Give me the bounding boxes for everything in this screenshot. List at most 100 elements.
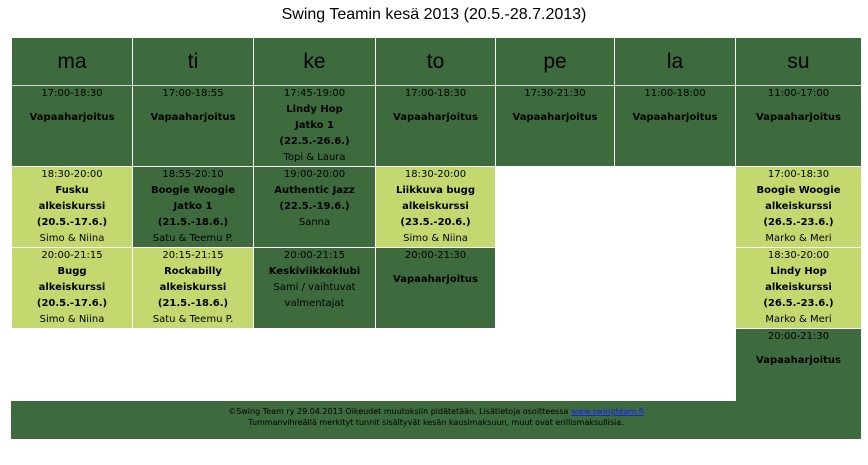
slot-time: 17:00-18:30 — [404, 88, 467, 99]
slot-time: 18:30-20:00 — [41, 169, 103, 180]
slot-class-name: Vapaaharjoitus — [393, 274, 478, 285]
class-slot: 17:00-18:30 Boogie Woogie alkeiskurssi (26.… — [735, 166, 862, 248]
slot-class-name: Vapaaharjoitus — [29, 112, 115, 123]
slot-class-name: Fusku — [55, 185, 89, 196]
slot-class-name: (21.5.-18.6.) — [157, 217, 229, 228]
schedule-row: 18:30-20:00 Fusku alkeiskurssi (20.5.-17.6.… — [11, 166, 862, 248]
slot-time: 17:00-18:30 — [767, 169, 830, 180]
slot-spacer — [377, 264, 495, 272]
empty-slot — [614, 247, 736, 329]
slot-time: 20:15-21:15 — [162, 250, 224, 261]
slot-class-name: Liikkuva bugg — [396, 185, 475, 196]
schedule-row: 17:00-18:30 Vapaaharjoitus 17:00-18:55 Vapa… — [11, 85, 862, 167]
website-link[interactable]: www.swingteam.fi — [570, 407, 644, 416]
empty-slot — [495, 166, 615, 248]
slot-class-name: Boogie Woogie — [151, 185, 235, 196]
slot-time: 11:00-17:00 — [767, 88, 830, 99]
slot-time: 18:55-20:10 — [162, 169, 224, 180]
slot-time: 17:00-18:55 — [162, 88, 224, 99]
empty-slot — [614, 166, 736, 248]
slot-teacher: Simo & Niina — [403, 233, 468, 244]
slot-spacer — [497, 102, 614, 110]
slot-spacer — [737, 102, 861, 110]
day-header-su: su — [735, 37, 862, 86]
slot-spacer — [616, 102, 735, 110]
slot-class-name: Bugg — [57, 266, 87, 277]
slot-time: 18:30-20:00 — [404, 169, 467, 180]
slot-class-name: Keskiviikkoklubi — [268, 266, 361, 277]
slot-spacer — [377, 102, 495, 110]
slot-class-name: (22.5.-26.6.) — [279, 136, 350, 147]
slot-teacher: Simo & Niina — [39, 314, 105, 325]
slot-class-name: Jatko 1 — [295, 120, 334, 131]
empty-slot — [614, 328, 736, 409]
slot-class-name: alkeiskurssi — [765, 282, 832, 293]
slot-class-name: Lindy Hop — [286, 104, 343, 115]
slot-class-name: alkeiskurssi — [402, 201, 469, 212]
slot-time: 19:00-20:00 — [283, 169, 346, 180]
page-title: Swing Teamin kesä 2013 (20.5.-28.7.2013) — [281, 6, 587, 23]
slot-class-name: Jatko 1 — [173, 201, 213, 212]
empty-slot — [375, 328, 496, 409]
slot-class-name: Boogie Woogie — [756, 185, 841, 196]
slot-teacher: Satu & Teemu P. — [152, 233, 234, 244]
slot-class-name: (20.5.-17.6.) — [36, 298, 108, 309]
slot-class-name: (26.5.-23.6.) — [763, 298, 834, 309]
slot-time: 20:00-21:30 — [767, 331, 830, 342]
slot-class-name: (26.5.-23.6.) — [763, 217, 834, 228]
slot-class-name: Vapaaharjoitus — [512, 112, 598, 123]
slot-teacher: Sami / vaihtuvat valmentajat — [273, 282, 356, 309]
schedule-row: 20:00-21:15 Bugg alkeiskurssi (20.5.-17.6.)… — [11, 247, 862, 329]
class-slot: 19:00-20:00 Authentic Jazz (22.5.-19.6.) Sa… — [253, 166, 376, 248]
class-slot: 17:00-18:30 Vapaaharjoitus — [11, 85, 133, 167]
slot-teacher: Topi & Laura — [283, 152, 346, 163]
empty-slot — [132, 328, 254, 409]
slot-teacher: Marko & Meri — [765, 233, 832, 244]
slot-teacher: Marko & Meri — [765, 314, 832, 325]
slot-class-name: alkeiskurssi — [159, 282, 227, 293]
slot-spacer — [13, 102, 132, 110]
day-header-pe: pe — [495, 37, 615, 86]
slot-time: 17:30-21:30 — [524, 88, 586, 99]
slot-class-name: Vapaaharjoitus — [756, 112, 841, 123]
day-header-to: to — [375, 37, 496, 86]
empty-slot — [253, 328, 376, 409]
slot-class-name: Vapaaharjoitus — [150, 112, 236, 123]
slot-time: 11:00-18:00 — [644, 88, 706, 99]
slot-class-name: Vapaaharjoitus — [756, 355, 841, 366]
slot-class-name: (22.5.-19.6.) — [279, 201, 350, 212]
slot-class-name: Authentic Jazz — [274, 185, 355, 196]
day-header-la: la — [614, 37, 736, 86]
class-slot: 18:30-20:00 Lindy Hop alkeiskurssi (26.5.-2… — [735, 247, 862, 329]
slot-teacher: Sanna — [298, 217, 331, 228]
class-slot: 17:30-21:30 Vapaaharjoitus — [495, 85, 615, 167]
empty-slot — [495, 247, 615, 329]
empty-slot — [495, 328, 615, 409]
slot-spacer — [134, 102, 253, 110]
slot-class-name: alkeiskurssi — [38, 282, 106, 293]
slot-time: 20:00-21:30 — [404, 250, 467, 261]
slot-time: 17:00-18:30 — [41, 88, 103, 99]
day-header-ma: ma — [11, 37, 133, 86]
slot-teacher: Simo & Niina — [39, 233, 105, 244]
slot-teacher: Satu & Teemu P. — [152, 314, 234, 325]
day-header-ke: ke — [253, 37, 376, 86]
class-slot: 18:55-20:10 Boogie Woogie Jatko 1 (21.5.-18… — [132, 166, 254, 248]
slot-class-name: (23.5.-20.6.) — [400, 217, 471, 228]
slot-class-name: Rockabilly — [164, 266, 222, 277]
footer-line-1: ©Swing Team ry 29.04.2013 Oikeudet muuto… — [11, 406, 861, 417]
footer-line-2: Tummanvihreällä merkityt tunnit sisältyv… — [248, 418, 624, 427]
class-slot: 18:30-20:00 Fusku alkeiskurssi (20.5.-17.6.… — [11, 166, 133, 248]
slot-time: 20:00-21:15 — [283, 250, 346, 261]
empty-slot — [11, 328, 133, 409]
slot-class-name: alkeiskurssi — [765, 201, 832, 212]
copyright-text: ©Swing Team ry 29.04.2013 Oikeudet muuto… — [228, 407, 571, 416]
slot-class-name: Vapaaharjoitus — [632, 112, 718, 123]
class-slot: 20:15-21:15 Rockabilly alkeiskurssi (21.5.-… — [132, 247, 254, 329]
day-header-ti: ti — [132, 37, 254, 86]
class-slot: 20:00-21:15 Bugg alkeiskurssi (20.5.-17.6.)… — [11, 247, 133, 329]
class-slot: 20:00-21:30 Vapaaharjoitus — [375, 247, 496, 329]
slot-time: 20:00-21:15 — [41, 250, 103, 261]
schedule-row: 20:00-21:30 Vapaaharjoitus — [11, 328, 862, 409]
slot-class-name: (21.5.-18.6.) — [157, 298, 229, 309]
